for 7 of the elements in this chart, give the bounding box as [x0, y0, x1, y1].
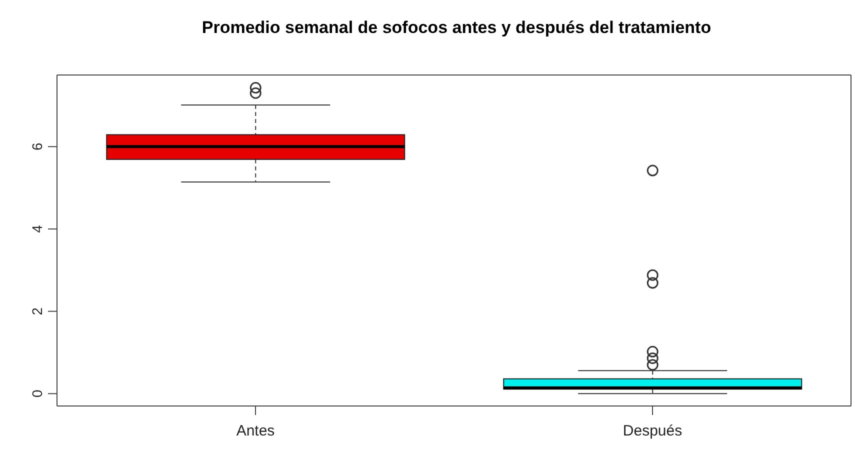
- y-tick-label: 2: [29, 307, 45, 316]
- x-tick-label: Después: [622, 422, 682, 440]
- y-tick-label: 0: [29, 390, 45, 398]
- x-tick-label: Antes: [236, 422, 275, 440]
- chart-title: Promedio semanal de sofocos antes y después del tratamiento: [200, 17, 712, 39]
- y-tick-label: 6: [29, 142, 45, 151]
- y-tick-label: 4: [29, 224, 45, 233]
